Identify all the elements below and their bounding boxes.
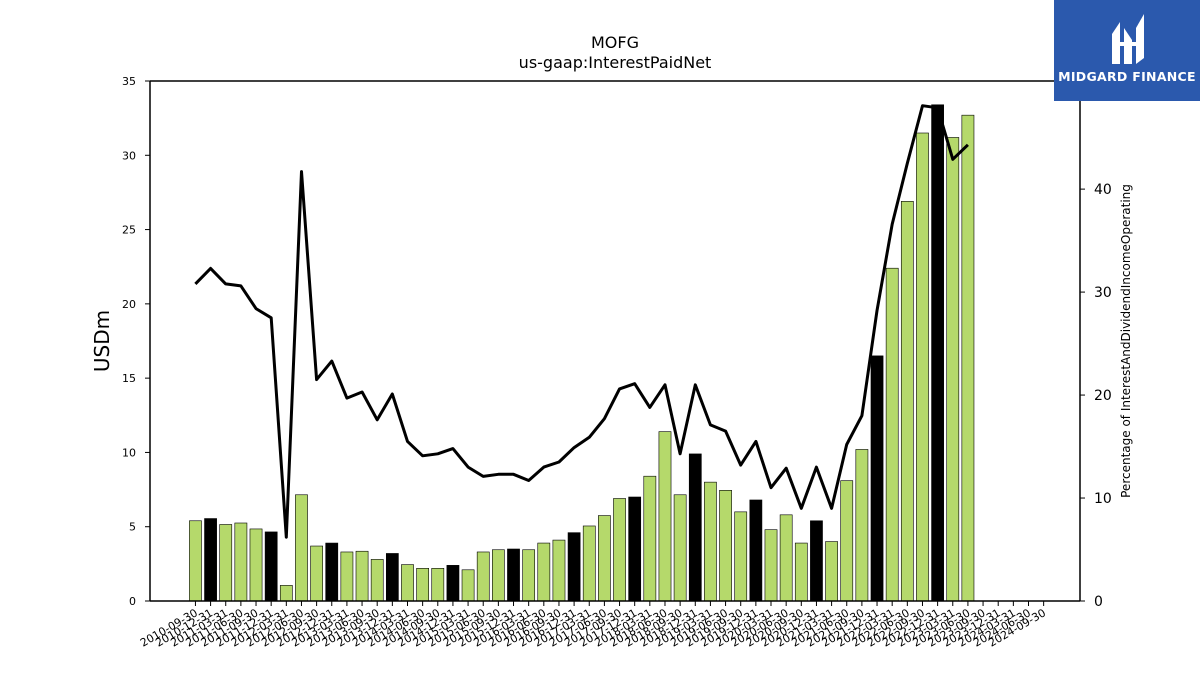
y-tick-label: 35: [122, 75, 136, 88]
bar: [673, 494, 687, 602]
logo-text: MIDGARD FINANCE: [1058, 69, 1196, 84]
bar: [537, 542, 551, 602]
bar: [385, 553, 399, 602]
bar: [658, 431, 672, 602]
bar: [840, 480, 854, 602]
bar: [855, 449, 869, 602]
bar: [264, 531, 278, 602]
y-axis-label: USDm: [90, 310, 114, 372]
bar: [401, 564, 414, 602]
bar: [946, 137, 960, 602]
bar: [931, 104, 944, 602]
bar: [340, 551, 354, 602]
y-tick-label: 15: [122, 372, 136, 385]
bar: [492, 549, 505, 602]
bar: [598, 515, 611, 602]
bar: [779, 514, 793, 602]
bar: [870, 355, 884, 602]
bar: [219, 524, 233, 602]
bar: [552, 539, 566, 602]
bars-layer: [189, 104, 975, 602]
bar: [446, 565, 460, 602]
bar: [794, 542, 808, 602]
y2-tick-label: 30: [1094, 285, 1112, 301]
bar: [582, 525, 596, 602]
bar: [431, 568, 445, 602]
y2-tick-label: 20: [1094, 388, 1112, 404]
bar: [885, 267, 899, 602]
bar: [704, 481, 717, 602]
bar: [719, 490, 732, 602]
bar: [628, 496, 642, 602]
y-tick-label: 10: [122, 446, 136, 459]
y-tick-label: 0: [129, 595, 136, 608]
bar: [522, 549, 536, 602]
bar: [810, 520, 823, 602]
bar: [749, 499, 763, 602]
bar: [325, 542, 339, 602]
y2-tick-label: 40: [1094, 182, 1112, 198]
bar: [279, 585, 293, 602]
y-tick-label: 5: [129, 521, 136, 534]
y2-axis-label: Percentage of InterestAndDividendIncomeO…: [1119, 184, 1133, 498]
bar: [825, 541, 838, 602]
bar: [249, 528, 263, 602]
bar: [961, 114, 975, 602]
y2-tick-label: 10: [1094, 491, 1112, 507]
bar: [567, 532, 581, 602]
y2-tick-label: 0: [1094, 594, 1103, 610]
midgard-logo-icon: [1112, 14, 1144, 64]
y-tick-label: 30: [122, 149, 136, 162]
bar: [476, 551, 490, 602]
chart-subtitle: us-gaap:InterestPaidNet: [519, 53, 712, 72]
bar: [189, 520, 202, 602]
bar: [900, 201, 914, 602]
bar: [507, 548, 520, 602]
y-tick-label: 25: [122, 224, 136, 237]
chart-title: MOFG: [591, 33, 639, 52]
bar: [688, 453, 702, 602]
axes-layer: 051015202530350102030402010-09-302010-12…: [122, 75, 1112, 650]
bar: [461, 569, 475, 602]
bar: [295, 494, 308, 602]
line-layer: [194, 104, 969, 539]
bar: [916, 132, 929, 602]
bar: [764, 529, 778, 602]
bar: [204, 518, 217, 602]
bar: [370, 559, 384, 602]
bar: [355, 550, 369, 602]
bar: [613, 498, 626, 602]
bar: [643, 475, 657, 602]
logo: MIDGARD FINANCE: [1054, 0, 1200, 101]
bar: [416, 568, 429, 602]
bar: [310, 545, 323, 602]
bar: [234, 522, 248, 602]
y-tick-label: 20: [122, 298, 136, 311]
series-line: [194, 104, 969, 539]
bar: [734, 511, 748, 602]
